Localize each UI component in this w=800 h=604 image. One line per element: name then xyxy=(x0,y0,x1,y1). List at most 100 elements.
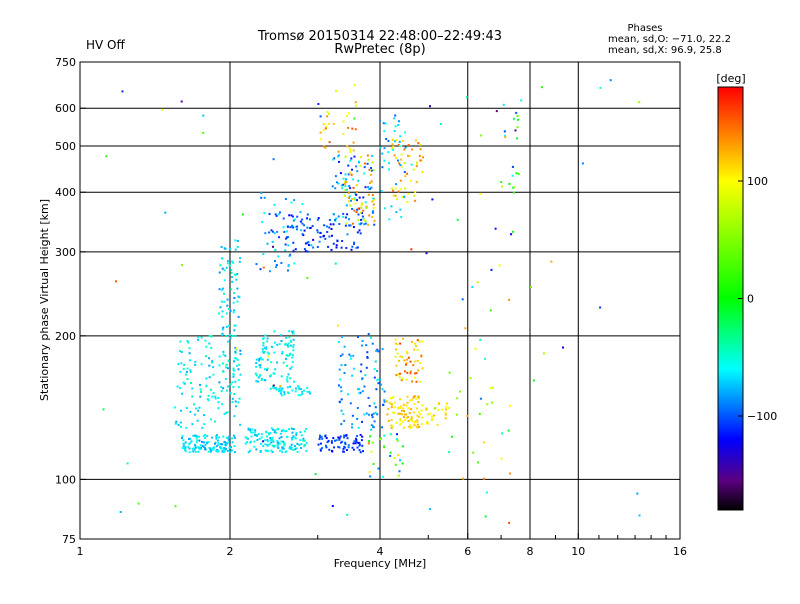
echo-point xyxy=(276,343,279,346)
echo-point xyxy=(389,397,392,400)
echo-point xyxy=(237,401,240,404)
echo-point xyxy=(403,413,406,416)
echo-point xyxy=(437,408,440,411)
echo-point xyxy=(346,513,349,516)
echo-point xyxy=(343,345,346,348)
echo-point xyxy=(179,340,182,343)
echo-point xyxy=(266,449,269,452)
echo-point xyxy=(212,366,215,369)
y-tick-label: 400 xyxy=(55,186,76,199)
echo-point xyxy=(303,389,305,392)
echo-point xyxy=(368,188,371,191)
echo-point xyxy=(280,389,283,392)
echo-point xyxy=(210,418,212,421)
echo-point xyxy=(476,281,479,284)
echo-point xyxy=(269,432,272,435)
echo-point xyxy=(410,398,413,401)
echo-point xyxy=(414,376,416,379)
echo-point xyxy=(264,449,267,452)
echo-point xyxy=(230,276,233,279)
echo-point xyxy=(445,408,447,411)
echo-point xyxy=(485,491,488,494)
echo-point xyxy=(355,184,358,187)
echo-point xyxy=(273,444,276,447)
echo-point xyxy=(244,442,247,445)
echo-point xyxy=(198,406,201,409)
echo-point xyxy=(291,389,294,392)
echo-point xyxy=(370,180,373,183)
echo-point xyxy=(259,374,262,377)
echo-point xyxy=(419,362,422,364)
echo-point xyxy=(361,377,364,380)
echo-point xyxy=(400,409,403,412)
echo-point xyxy=(368,413,370,416)
echo-point xyxy=(259,364,262,367)
echo-point xyxy=(218,271,221,274)
echo-point xyxy=(399,208,402,211)
echo-point xyxy=(287,269,289,272)
echo-point xyxy=(399,188,402,191)
echo-point xyxy=(599,306,602,309)
echo-point xyxy=(336,181,338,184)
echo-point xyxy=(349,204,352,207)
echo-point xyxy=(221,315,224,318)
echo-point xyxy=(220,246,223,248)
echo-point xyxy=(469,377,472,380)
echo-point xyxy=(410,408,413,411)
echo-point xyxy=(395,348,398,351)
echo-point xyxy=(360,222,363,225)
echo-point xyxy=(236,287,239,290)
echo-point xyxy=(342,215,345,218)
echo-point xyxy=(236,246,239,248)
echo-point xyxy=(417,396,420,399)
echo-point xyxy=(222,326,225,329)
echo-point xyxy=(357,441,360,444)
echo-point xyxy=(517,118,520,121)
x-axis-label: Frequency [MHz] xyxy=(334,557,426,570)
echo-point xyxy=(274,213,277,216)
echo-point xyxy=(232,373,235,376)
echo-point xyxy=(105,155,108,158)
echo-point xyxy=(410,416,413,419)
echo-point xyxy=(394,406,396,409)
echo-point xyxy=(353,198,356,201)
echo-point xyxy=(358,229,361,232)
echo-point xyxy=(222,387,225,390)
echo-point xyxy=(334,262,337,265)
echo-point xyxy=(340,441,343,444)
echo-point xyxy=(264,439,267,442)
echo-point xyxy=(406,358,409,361)
echo-point xyxy=(230,449,233,452)
echo-point xyxy=(263,347,266,350)
echo-point xyxy=(298,388,301,391)
x-tick-label: 10 xyxy=(571,545,585,558)
echo-point xyxy=(330,228,333,230)
echo-point xyxy=(306,250,309,253)
echo-point xyxy=(277,427,280,430)
echo-point xyxy=(325,437,328,440)
echo-point xyxy=(188,347,191,350)
echo-point xyxy=(288,354,291,356)
echo-point xyxy=(213,446,215,449)
echo-point xyxy=(233,309,235,312)
echo-point xyxy=(272,158,275,161)
echo-point xyxy=(179,387,182,390)
echo-point xyxy=(516,114,519,117)
echo-point xyxy=(410,248,413,251)
echo-point xyxy=(173,406,176,409)
echo-point xyxy=(256,434,259,437)
echo-point xyxy=(290,446,293,449)
echo-point xyxy=(203,414,205,417)
echo-point xyxy=(356,246,359,249)
echo-point xyxy=(319,115,322,118)
echo-point xyxy=(516,126,519,129)
echo-point xyxy=(225,266,228,269)
echo-point xyxy=(220,333,223,336)
echo-point xyxy=(219,264,222,267)
echo-point xyxy=(349,355,352,358)
echo-point xyxy=(202,434,205,437)
echo-point xyxy=(345,188,348,191)
echo-point xyxy=(187,445,190,448)
echo-point xyxy=(399,398,402,401)
echo-point xyxy=(494,227,497,230)
